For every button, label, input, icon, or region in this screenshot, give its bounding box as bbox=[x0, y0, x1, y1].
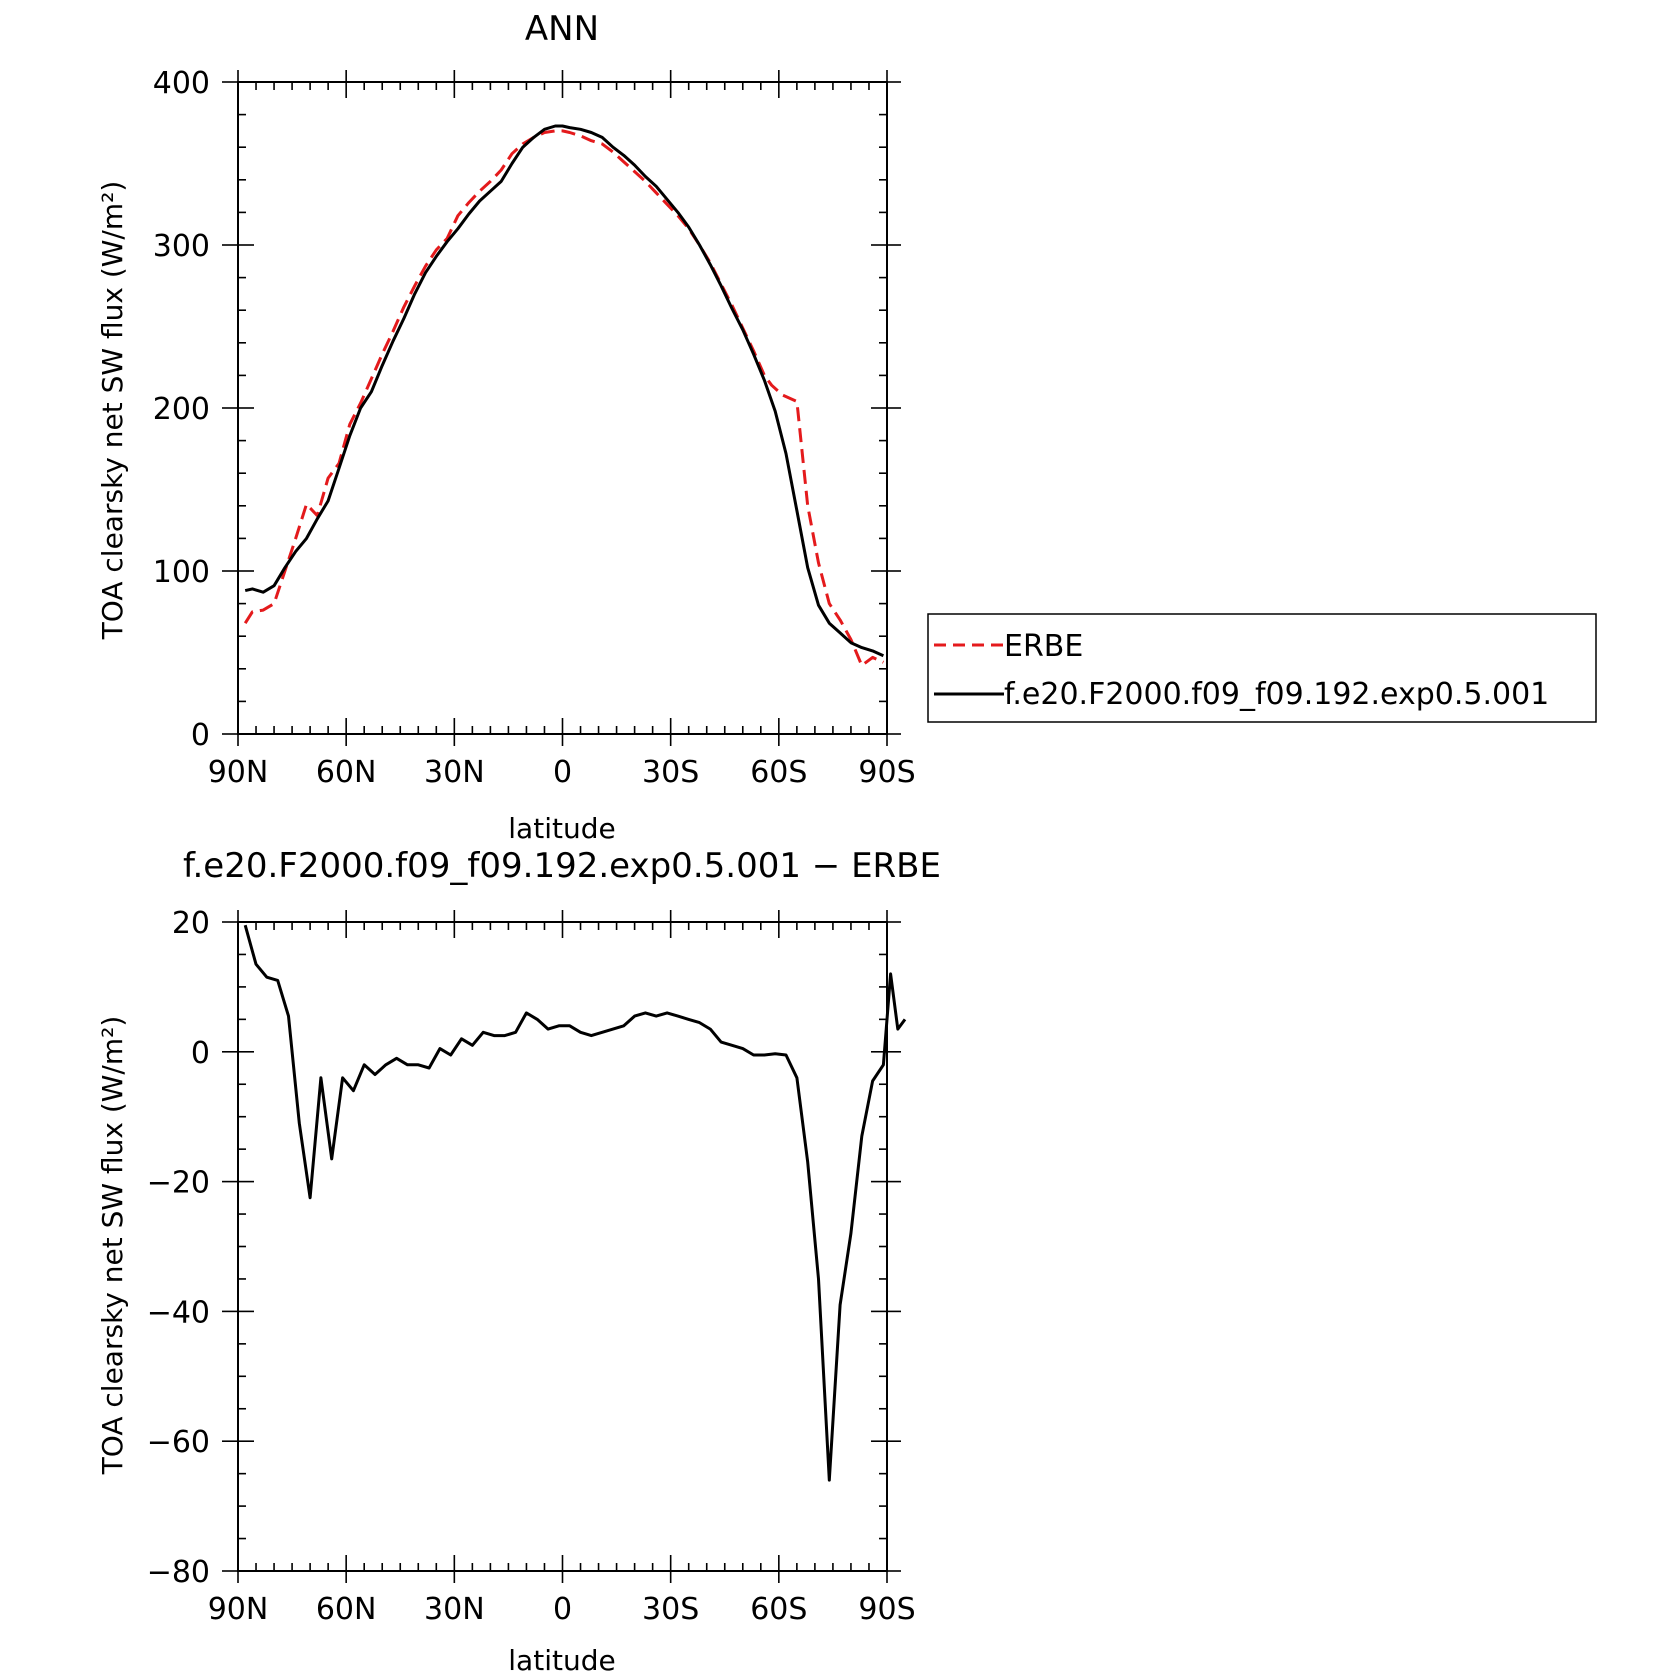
top-y-tick-label: 0 bbox=[191, 718, 210, 753]
top-plot-frame bbox=[237, 81, 888, 735]
top-chart-title: ANN bbox=[525, 9, 599, 49]
bottom-y-tick-label: 20 bbox=[172, 906, 210, 941]
top-chart-ylabel: TOA clearsky net SW flux (W/m²) bbox=[96, 181, 129, 641]
bottom-x-tick-label: 60N bbox=[316, 1592, 377, 1627]
bottom-plot-frame bbox=[237, 921, 888, 1572]
bottom-y-tick-label: −20 bbox=[147, 1166, 210, 1201]
bottom-y-tick-label: 0 bbox=[191, 1036, 210, 1071]
top-series-line-1 bbox=[244, 124, 885, 658]
bottom-x-tick-label: 60S bbox=[750, 1592, 807, 1627]
top-y-tick-label: 400 bbox=[153, 66, 210, 101]
bottom-chart-xlabel: latitude bbox=[508, 1644, 615, 1677]
bottom-y-tick-label: −60 bbox=[147, 1425, 210, 1460]
bottom-x-tick-label: 0 bbox=[553, 1592, 572, 1627]
top-x-tick-label: 60N bbox=[316, 755, 377, 790]
top-series-line-0 bbox=[243, 129, 885, 667]
top-chart-panel: ANN 90N 60N 30N 0 30S 60S 90S 0 100 200 300 400 lat… bbox=[96, 9, 1597, 845]
top-x-tick-label: 90S bbox=[858, 755, 915, 790]
bottom-series-line-0 bbox=[243, 924, 907, 1482]
bottom-x-tick-label: 30N bbox=[424, 1592, 485, 1627]
top-x-tick-label: 0 bbox=[553, 755, 572, 790]
bottom-chart-ylabel: TOA clearsky net SW flux (W/m²) bbox=[96, 1016, 129, 1476]
bottom-chart-panel: f.e20.F2000.f09_f09.192.exp0.5.001 − ERB… bbox=[96, 846, 941, 1677]
top-y-tick-label: 200 bbox=[153, 392, 210, 427]
bottom-x-tick-label: 90N bbox=[208, 1592, 269, 1627]
legend-label-model: f.e20.F2000.f09_f09.192.exp0.5.001 bbox=[1004, 677, 1549, 712]
top-chart-xlabel: latitude bbox=[508, 812, 615, 845]
top-x-tick-label: 60S bbox=[750, 755, 807, 790]
legend-label-erbe: ERBE bbox=[1004, 629, 1083, 664]
bottom-chart-marks: 90N 60N 30N 0 30S 60S 90S −80 −60 −40 −20 0 20 bbox=[147, 906, 916, 1627]
bottom-x-tick-label: 90S bbox=[858, 1592, 915, 1627]
bottom-x-tick-label: 30S bbox=[642, 1592, 699, 1627]
top-y-tick-label: 300 bbox=[153, 229, 210, 264]
top-x-tick-label: 30N bbox=[424, 755, 485, 790]
top-chart-marks: 90N 60N 30N 0 30S 60S 90S 0 100 200 300 400 bbox=[153, 66, 916, 790]
legend-box bbox=[927, 613, 1597, 723]
bottom-y-tick-label: −40 bbox=[147, 1295, 210, 1330]
top-y-tick-label: 100 bbox=[153, 555, 210, 590]
bottom-chart-title: f.e20.F2000.f09_f09.192.exp0.5.001 − ERB… bbox=[183, 846, 941, 886]
top-x-tick-label: 90N bbox=[208, 755, 269, 790]
legend: ERBE f.e20.F2000.f09_f09.192.exp0.5.001 bbox=[927, 613, 1597, 723]
bottom-y-tick-label: −80 bbox=[147, 1555, 210, 1590]
top-x-tick-label: 30S bbox=[642, 755, 699, 790]
